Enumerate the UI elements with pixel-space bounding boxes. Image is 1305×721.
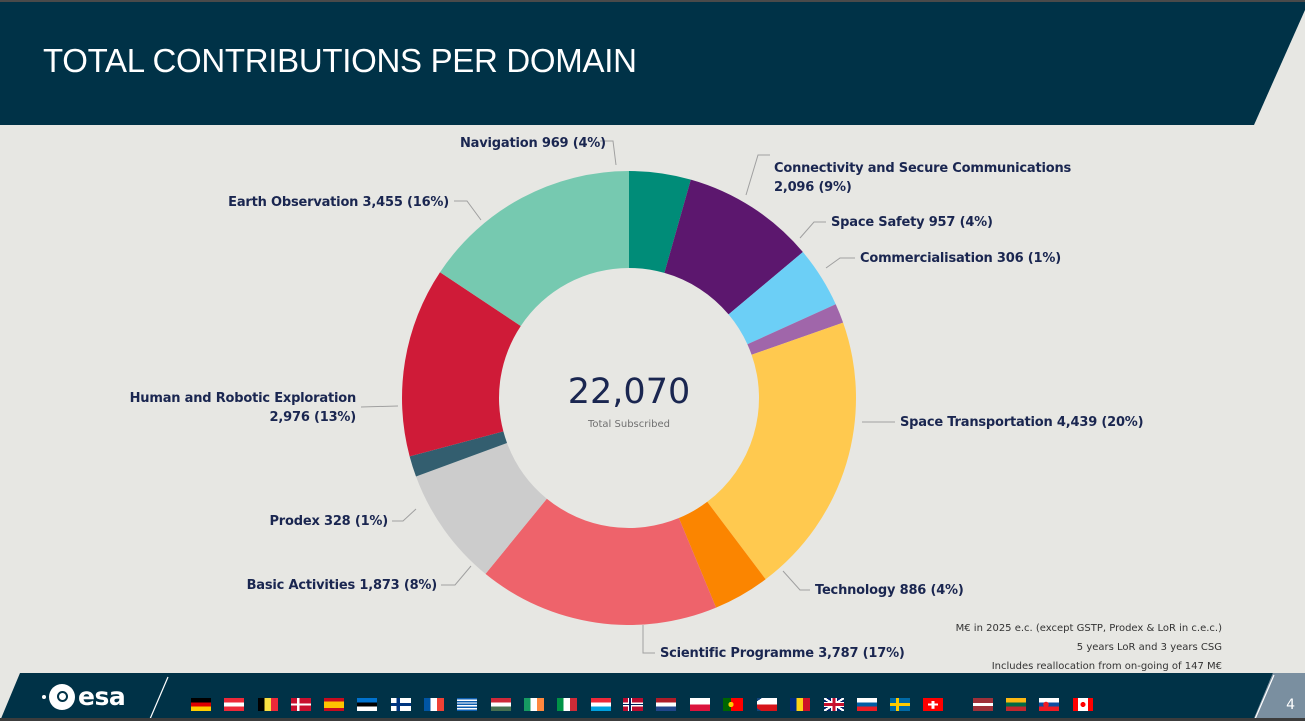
footnote-currency: M€ in 2025 e.c. (except GSTP, Prodex & L… bbox=[955, 623, 1222, 634]
footer-banner bbox=[0, 673, 1305, 721]
flag-france-icon bbox=[424, 698, 444, 711]
label-commercialisation: Commercialisation 306 (1%) bbox=[860, 251, 1061, 266]
donut-slice-scientific-programme bbox=[485, 498, 717, 625]
donut-slice-human-and-robotic-exploration bbox=[402, 272, 521, 457]
donut-svg bbox=[360, 140, 895, 654]
flag-greece-icon bbox=[457, 698, 477, 711]
flag-slovenia-icon bbox=[857, 698, 877, 711]
flag-czech-republic-icon bbox=[757, 698, 777, 711]
flag-canada-icon bbox=[1073, 698, 1093, 711]
logo-text: esa bbox=[78, 682, 126, 711]
leader-line bbox=[454, 200, 482, 221]
footnote-period: 5 years LoR and 3 years CSG bbox=[1076, 642, 1222, 653]
header-banner bbox=[0, 2, 1305, 125]
leader-line bbox=[782, 570, 810, 591]
flag-luxembourg-icon bbox=[591, 698, 611, 711]
flag-ireland-icon bbox=[524, 698, 544, 711]
flag-germany-icon bbox=[191, 698, 211, 711]
donut-slice-connectivity-and-secure-communications bbox=[664, 179, 803, 315]
label-hre-line2: 2,976 (13%) bbox=[269, 410, 357, 425]
donut-slice-prodex bbox=[409, 431, 508, 477]
footnotes: M€ in 2025 e.c. (except GSTP, Prodex & L… bbox=[956, 619, 1222, 676]
footnote-reallocation: Includes reallocation from on-going of 1… bbox=[991, 661, 1222, 672]
label-space-safety: Space Safety 957 (4%) bbox=[831, 215, 993, 230]
total-value: 22,070 bbox=[567, 372, 691, 412]
esa-logo: esa bbox=[42, 682, 126, 711]
leader-line bbox=[799, 221, 826, 239]
label-scientific-programme: Scientific Programme 3,787 (17%) bbox=[660, 646, 905, 661]
donut-slice-technology bbox=[678, 501, 766, 608]
label-technology: Technology 886 (4%) bbox=[815, 583, 964, 598]
donut-chart: Navigation 969 (4%) Connectivity and Sec… bbox=[0, 125, 1305, 673]
label-connectivity: Connectivity and Secure Communications 2… bbox=[774, 159, 1071, 197]
slide-footer: esa 4 bbox=[0, 673, 1305, 721]
flag-poland-icon bbox=[690, 698, 710, 711]
flag-norway-icon bbox=[623, 698, 643, 711]
flag-latvia-icon bbox=[973, 698, 993, 711]
leader-line bbox=[392, 508, 417, 522]
label-connectivity-line2: 2,096 (9%) bbox=[774, 180, 852, 195]
logo-mark-icon bbox=[49, 684, 75, 710]
flag-portugal-icon bbox=[723, 698, 743, 711]
donut-slice-earth-observation bbox=[440, 171, 629, 326]
label-earth-observation: Earth Observation 3,455 (16%) bbox=[228, 195, 449, 210]
flag-austria-icon bbox=[224, 698, 244, 711]
flag-lithuania-icon bbox=[1006, 698, 1026, 711]
label-space-transportation: Space Transportation 4,439 (20%) bbox=[900, 415, 1144, 430]
slide-header: TOTAL CONTRIBUTIONS PER DOMAIN bbox=[0, 2, 1305, 125]
leader-line bbox=[642, 625, 655, 654]
flag-hungary-icon bbox=[491, 698, 511, 711]
leader-line bbox=[441, 565, 472, 586]
page-title: TOTAL CONTRIBUTIONS PER DOMAIN bbox=[43, 42, 637, 79]
flag-romania-icon bbox=[790, 698, 810, 711]
donut-slice-space-transportation bbox=[707, 322, 856, 580]
leader-line bbox=[600, 140, 617, 166]
flag-estonia-icon bbox=[357, 698, 377, 711]
flag-sweden-icon bbox=[890, 698, 910, 711]
flag-netherlands-icon bbox=[656, 698, 676, 711]
leader-line bbox=[360, 405, 399, 408]
leader-line bbox=[745, 154, 770, 196]
label-basic-activities: Basic Activities 1,873 (8%) bbox=[246, 578, 438, 593]
flag-slovakia-icon bbox=[1039, 698, 1059, 711]
flag-denmark-icon bbox=[291, 698, 311, 711]
flag-finland-icon bbox=[391, 698, 411, 711]
flag-united-kingdom-icon bbox=[824, 698, 844, 711]
donut-slice-navigation bbox=[629, 171, 691, 273]
top-border bbox=[0, 0, 1305, 2]
flag-italy-icon bbox=[557, 698, 577, 711]
total-caption: Total Subscribed bbox=[587, 419, 670, 430]
page-number: 4 bbox=[1286, 697, 1295, 713]
label-prodex: Prodex 328 (1%) bbox=[269, 514, 388, 529]
donut-slice-basic-activities bbox=[416, 442, 547, 574]
donut-slice-commercialisation bbox=[747, 304, 844, 355]
label-navigation: Navigation 969 (4%) bbox=[460, 136, 606, 151]
label-hre-line1: Human and Robotic Exploration bbox=[129, 391, 357, 406]
label-connectivity-line1: Connectivity and Secure Communications bbox=[774, 161, 1072, 176]
label-human-robotic-exploration: Human and Robotic Exploration 2,976 (13%… bbox=[129, 389, 357, 427]
bottom-border bbox=[0, 718, 1305, 721]
flag-switzerland-icon bbox=[923, 698, 943, 711]
flag-belgium-icon bbox=[258, 698, 278, 711]
leader-line bbox=[825, 257, 855, 269]
logo-dot bbox=[42, 695, 46, 699]
flag-spain-icon bbox=[324, 698, 344, 711]
donut-slice-space-safety bbox=[728, 252, 836, 345]
